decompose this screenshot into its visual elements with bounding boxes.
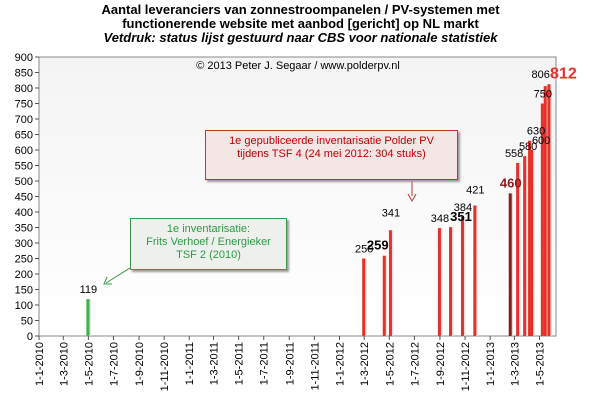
y-tick-label: 0 [27, 331, 33, 343]
x-tick-label: 1-1-2011 [184, 342, 196, 385]
bar [382, 255, 386, 336]
bar [528, 140, 532, 336]
y-tick-label: 200 [15, 269, 33, 281]
x-tick-label: 1-11-2010 [159, 342, 171, 391]
annotation-green-line-1: 1e inventarisatie: [166, 223, 251, 235]
arrow-green-head [103, 276, 112, 285]
data-label: 341 [382, 207, 400, 219]
x-tick-label: 1-7-2012 [409, 342, 421, 386]
x-tick-label: 1-9-2012 [435, 342, 447, 386]
data-label: 384 [454, 202, 472, 214]
data-label: 630 [527, 126, 545, 138]
x-tick-label: 1-11-2011 [309, 342, 321, 391]
y-tick-label: 800 [15, 83, 33, 95]
data-label: 750 [534, 89, 552, 101]
x-tick-label: 1-3-2011 [209, 342, 221, 385]
x-tick-label: 1-7-2010 [109, 342, 121, 386]
x-tick-label: 1-9-2010 [134, 342, 146, 386]
bar [362, 258, 366, 336]
data-label: 259 [367, 238, 389, 253]
annotation-red-line-1: 1e gepubliceerde inventarisatie Polder P… [229, 135, 434, 147]
x-tick-label: 1-5-2011 [234, 342, 246, 385]
x-tick-label: 1-7-2011 [259, 342, 271, 385]
y-tick-label: 300 [15, 238, 33, 250]
data-label: 351 [450, 209, 472, 224]
annotation-first-inventory: 1e inventarisatie: Frits Verhoef / Energ… [130, 218, 287, 270]
data-label: 558 [505, 148, 523, 160]
data-label: 600 [532, 135, 550, 147]
bar [449, 227, 453, 336]
x-tick-label: 1-1-2010 [34, 342, 46, 386]
y-tick-label: 900 [15, 52, 33, 64]
x-tick-label: 1-9-2011 [284, 342, 296, 385]
data-label: 812 [550, 65, 577, 82]
y-tick-label: 700 [15, 114, 33, 126]
bar [530, 150, 534, 336]
x-tick-label: 1-5-2010 [83, 342, 95, 386]
x-tick-label: 1-11-2012 [460, 342, 472, 391]
x-tick-label: 1-5-2012 [384, 342, 396, 386]
x-tick-label: 1-3-2013 [509, 342, 521, 386]
y-tick-label: 550 [15, 161, 33, 173]
bar [388, 230, 392, 336]
x-tick-label: 1-1-2012 [334, 342, 346, 386]
chart-title-line-2: functionerende website met aanbod [geric… [122, 16, 479, 31]
y-tick-label: 50 [21, 316, 33, 328]
bar [86, 299, 90, 336]
annotation-green-line-2: Frits Verhoef / Energieker [146, 236, 271, 248]
data-label: 460 [500, 175, 522, 190]
data-label: 119 [80, 284, 98, 296]
y-tick-label: 250 [15, 254, 33, 266]
y-tick-label: 450 [15, 192, 33, 204]
data-label: 806 [532, 69, 550, 81]
chart-subtitle: Vetdruk: status lijst gestuurd naar CBS … [103, 30, 498, 45]
y-tick-label: 850 [15, 68, 33, 80]
bar [540, 103, 544, 336]
y-tick-label: 600 [15, 145, 33, 157]
data-label: 580 [519, 141, 537, 153]
y-tick-label: 650 [15, 130, 33, 142]
annotation-first-publication: 1e gepubliceerde inventarisatie Polder P… [205, 130, 458, 180]
bar [437, 228, 441, 336]
bar [547, 84, 551, 336]
bar [543, 86, 547, 336]
chart-title-line-1: Aantal leveranciers van zonnestroompanel… [101, 2, 500, 17]
data-label: 250 [355, 244, 373, 256]
x-tick-label: 1-5-2013 [535, 342, 547, 386]
copyright-text: © 2013 Peter J. Segaar / www.polderpv.nl [196, 60, 400, 72]
bar [523, 156, 527, 336]
x-tick-label: 1-3-2012 [359, 342, 371, 386]
bar [473, 205, 477, 336]
annotation-green-line-3: TSF 2 (2010) [176, 249, 241, 261]
annotation-red-line-2: tijdens TSF 4 (24 mei 2012: 304 stuks) [237, 148, 426, 160]
y-tick-label: 350 [15, 223, 33, 235]
y-tick-label: 400 [15, 207, 33, 219]
arrow-red-head [407, 193, 417, 203]
arrow-green-line [105, 267, 131, 284]
data-label: 348 [431, 213, 449, 225]
x-tick-label: 1-3-2010 [58, 342, 70, 386]
y-tick-label: 150 [15, 285, 33, 297]
plot-area [38, 56, 557, 337]
y-tick-label: 750 [15, 99, 33, 111]
x-tick-label: 1-1-2013 [485, 342, 497, 386]
y-tick-label: 100 [15, 300, 33, 312]
bar [460, 216, 464, 336]
bar [508, 193, 512, 336]
y-tick-label: 500 [15, 176, 33, 188]
data-label: 421 [466, 184, 484, 196]
bar [516, 163, 520, 336]
